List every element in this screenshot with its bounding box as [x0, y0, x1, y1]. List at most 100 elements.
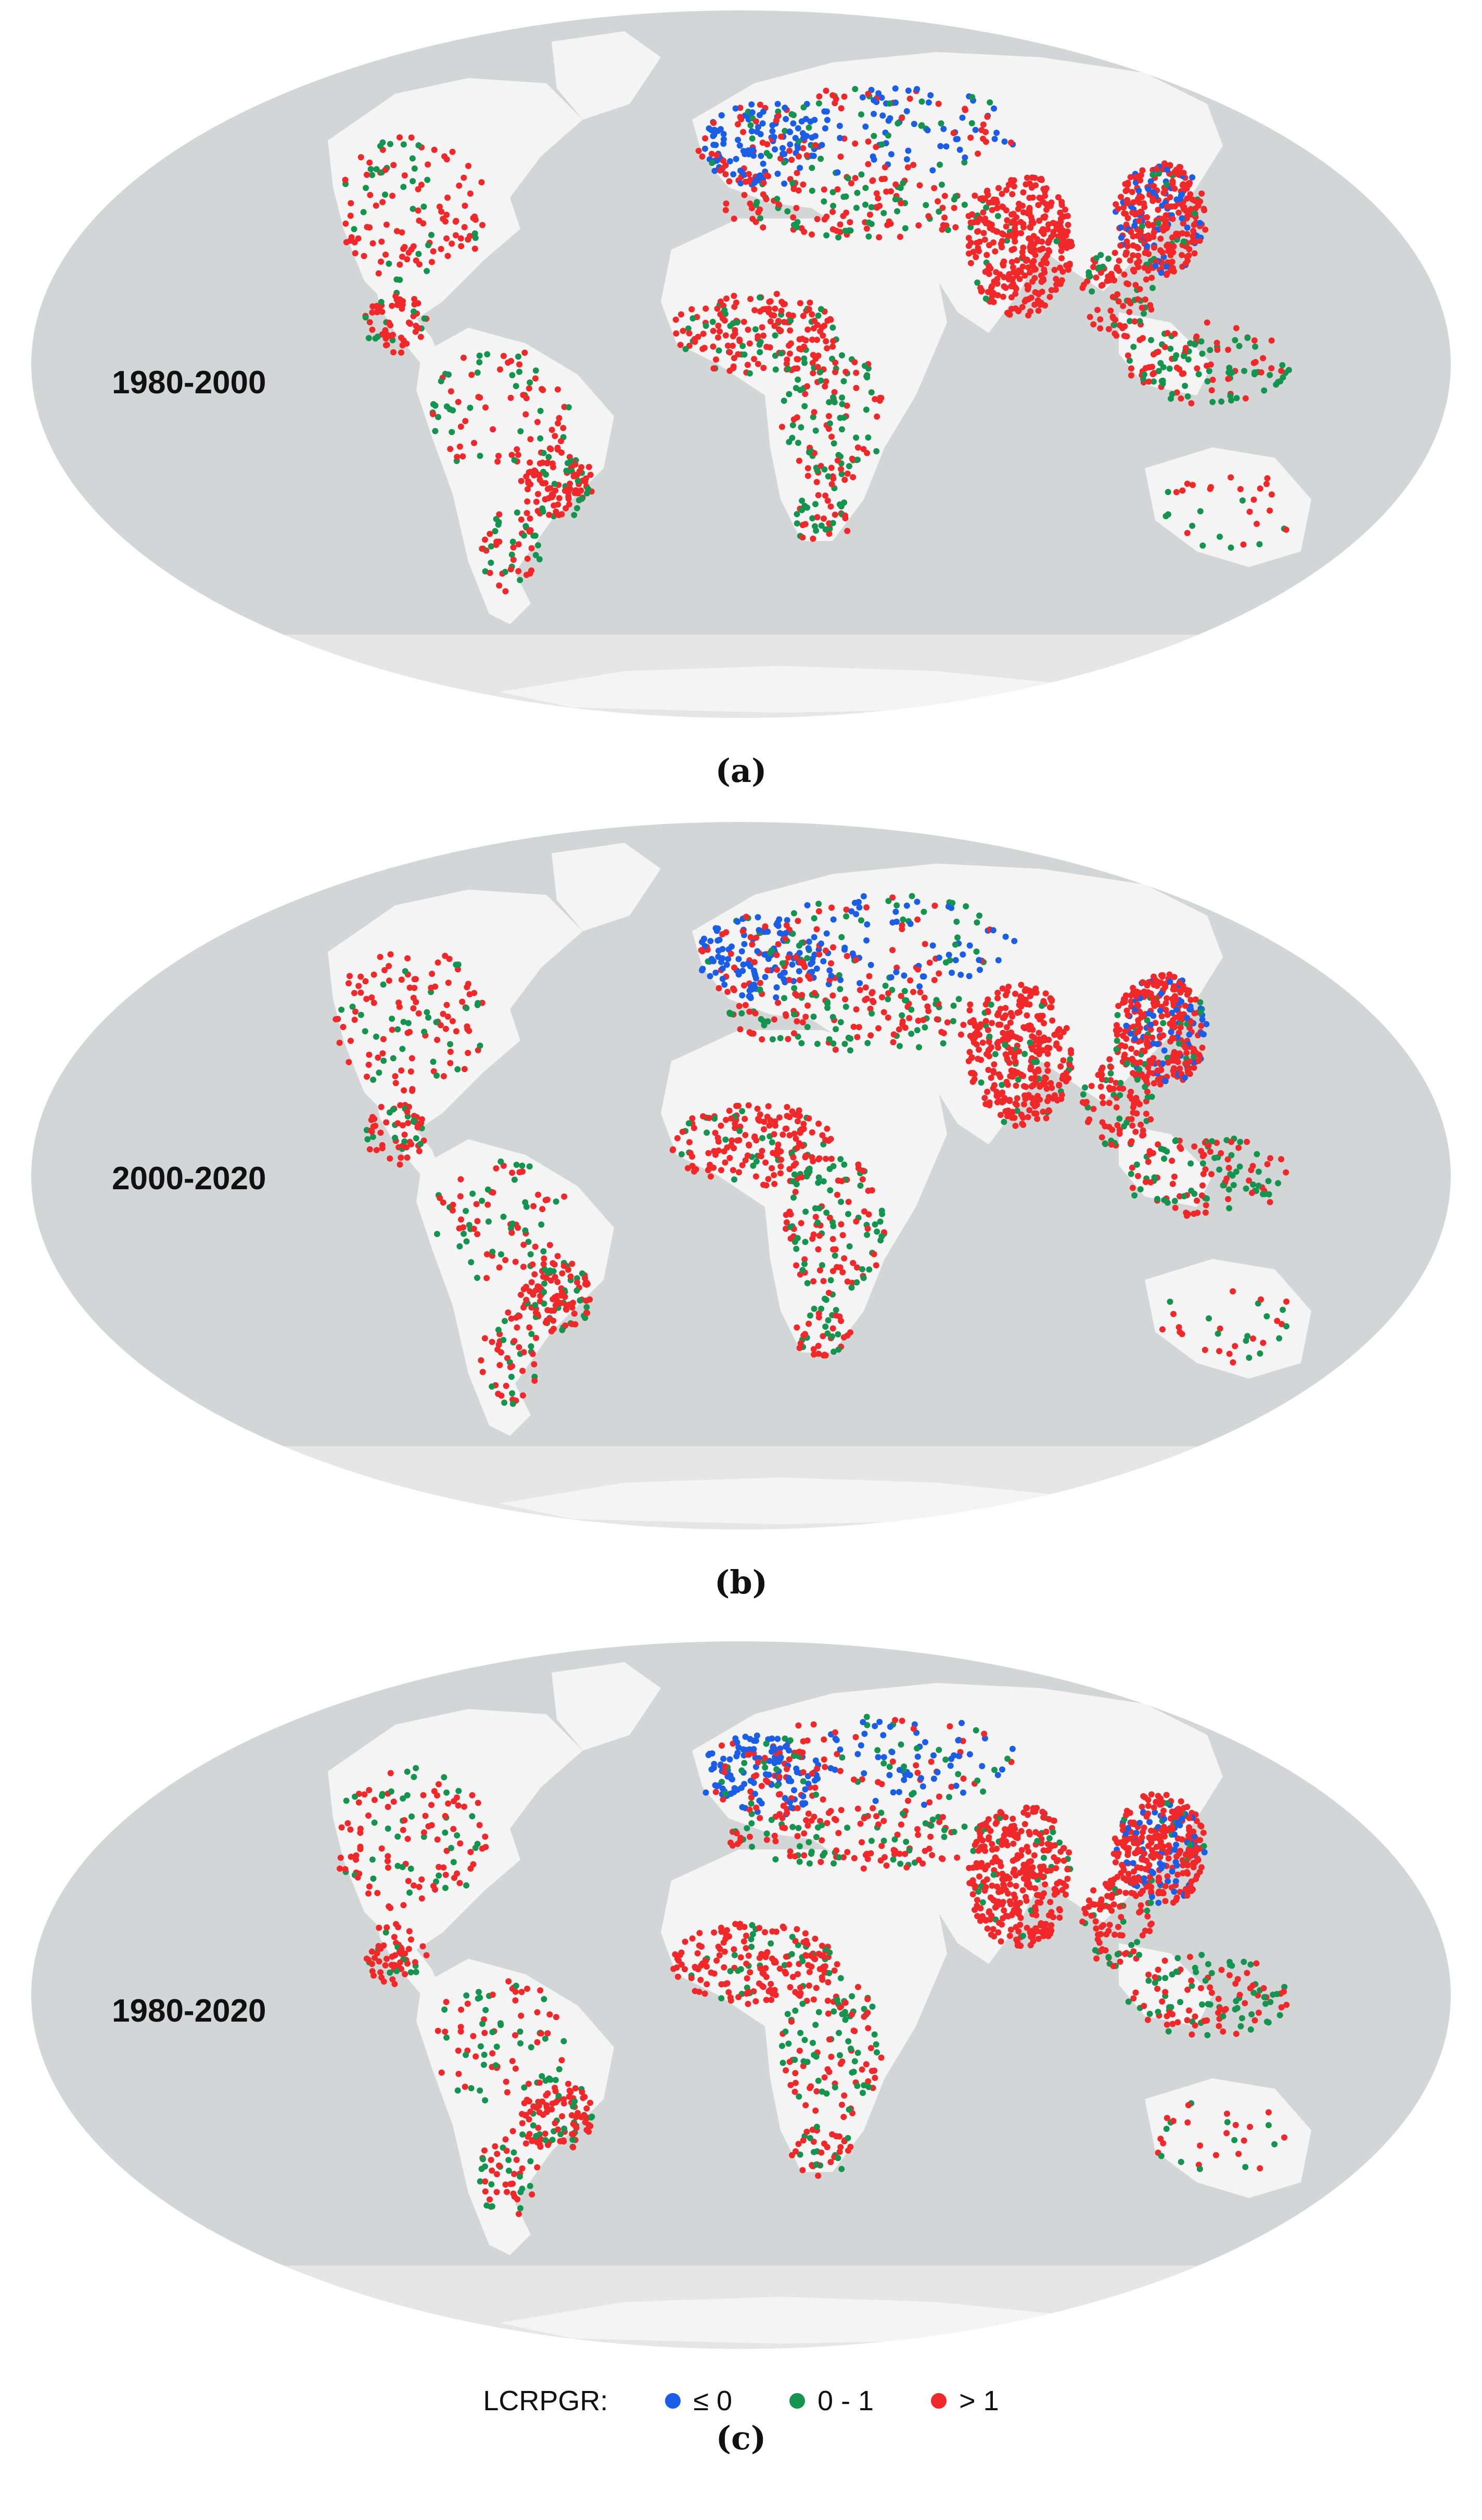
- city-dot: [747, 934, 754, 941]
- city-dot: [1118, 234, 1125, 241]
- city-dot: [1151, 229, 1157, 236]
- city-dot: [776, 1773, 783, 1780]
- city-dot: [559, 2113, 566, 2119]
- city-dot: [794, 224, 800, 230]
- city-dot: [863, 1714, 870, 1720]
- city-dot: [442, 1812, 449, 1819]
- city-dot: [1002, 933, 1009, 940]
- city-dot: [574, 505, 580, 511]
- city-dot: [759, 1036, 765, 1043]
- city-dot: [1202, 1346, 1208, 1353]
- city-dot: [382, 327, 389, 333]
- city-dot: [1182, 1060, 1189, 1067]
- city-dot: [902, 1024, 909, 1031]
- city-dot: [448, 1845, 454, 1852]
- city-dot: [922, 1024, 928, 1031]
- city-dot: [752, 118, 759, 125]
- city-dot: [1167, 1020, 1173, 1027]
- city-dot: [528, 1279, 535, 1285]
- city-dot: [382, 191, 388, 198]
- city-dot: [1246, 1354, 1253, 1361]
- city-dot: [825, 1317, 832, 1323]
- city-dot: [475, 1000, 481, 1007]
- city-dot: [821, 216, 828, 223]
- city-dot: [1112, 330, 1118, 337]
- city-dot: [1155, 207, 1161, 213]
- city-dot: [803, 152, 810, 159]
- city-dot: [758, 152, 764, 159]
- city-dot: [1147, 302, 1154, 308]
- city-dot: [415, 207, 421, 214]
- city-dot: [989, 207, 995, 213]
- city-dot: [1127, 318, 1133, 325]
- city-dot: [1171, 974, 1178, 980]
- city-dot: [529, 2191, 535, 2198]
- city-dot: [815, 1343, 822, 1349]
- city-dot: [469, 1813, 476, 1820]
- city-dot: [347, 212, 354, 219]
- city-dot: [999, 1089, 1006, 1096]
- city-dot: [509, 2180, 516, 2187]
- city-dot: [757, 339, 764, 345]
- city-dot: [868, 221, 875, 227]
- city-dot: [1157, 1075, 1164, 1082]
- city-dot: [1246, 1177, 1253, 1184]
- city-dot: [819, 1262, 825, 1268]
- city-dot: [1172, 1137, 1179, 1143]
- city-dot: [853, 434, 860, 441]
- city-dot: [783, 930, 789, 936]
- city-dot: [874, 1747, 881, 1754]
- city-dot: [793, 1765, 800, 1772]
- city-dot: [1080, 281, 1087, 288]
- city-dot: [974, 919, 980, 926]
- city-dot: [557, 2131, 564, 2138]
- city-dot: [1036, 195, 1043, 201]
- city-dot: [804, 326, 811, 333]
- city-dot: [481, 2147, 488, 2154]
- city-dot: [536, 2079, 543, 2086]
- city-dot: [1130, 199, 1137, 205]
- city-dot: [852, 175, 859, 182]
- city-dot: [844, 1824, 851, 1831]
- city-dot: [934, 1016, 940, 1023]
- city-dot: [556, 2066, 563, 2073]
- city-dot: [411, 1117, 417, 1124]
- city-dot: [401, 1138, 408, 1145]
- city-dot: [717, 298, 724, 305]
- city-dot: [357, 1011, 364, 1018]
- city-dot: [787, 1853, 794, 1859]
- city-dot: [1191, 1010, 1198, 1017]
- city-dot: [831, 440, 837, 447]
- city-dot: [813, 965, 820, 972]
- city-dot: [811, 915, 817, 922]
- city-dot: [957, 971, 964, 978]
- city-dot: [440, 1011, 446, 1017]
- city-dot: [804, 465, 811, 472]
- city-dot: [771, 1180, 778, 1187]
- city-dot: [511, 2170, 517, 2177]
- city-dot: [771, 134, 777, 140]
- city-dot: [438, 208, 445, 215]
- city-dot: [425, 1014, 432, 1021]
- city-dot: [413, 1765, 419, 1771]
- city-dot: [946, 952, 952, 958]
- city-dot: [384, 1924, 390, 1931]
- city-dot: [410, 313, 417, 319]
- city-dot: [741, 191, 748, 198]
- city-dot: [966, 942, 973, 949]
- city-dot: [1087, 273, 1093, 280]
- land-antarctica: [500, 1477, 1093, 1524]
- city-dot: [1063, 1078, 1069, 1085]
- city-dot: [372, 335, 379, 342]
- city-dot: [1025, 264, 1032, 271]
- city-dot: [767, 318, 774, 325]
- city-dot: [1109, 293, 1116, 300]
- city-dot: [532, 552, 539, 558]
- city-dot: [1233, 1168, 1240, 1175]
- city-dot: [366, 159, 373, 166]
- city-dot: [1015, 267, 1022, 274]
- city-dot: [862, 123, 869, 130]
- city-dot: [935, 100, 942, 107]
- city-dot: [1001, 274, 1007, 280]
- city-dot: [384, 1858, 391, 1865]
